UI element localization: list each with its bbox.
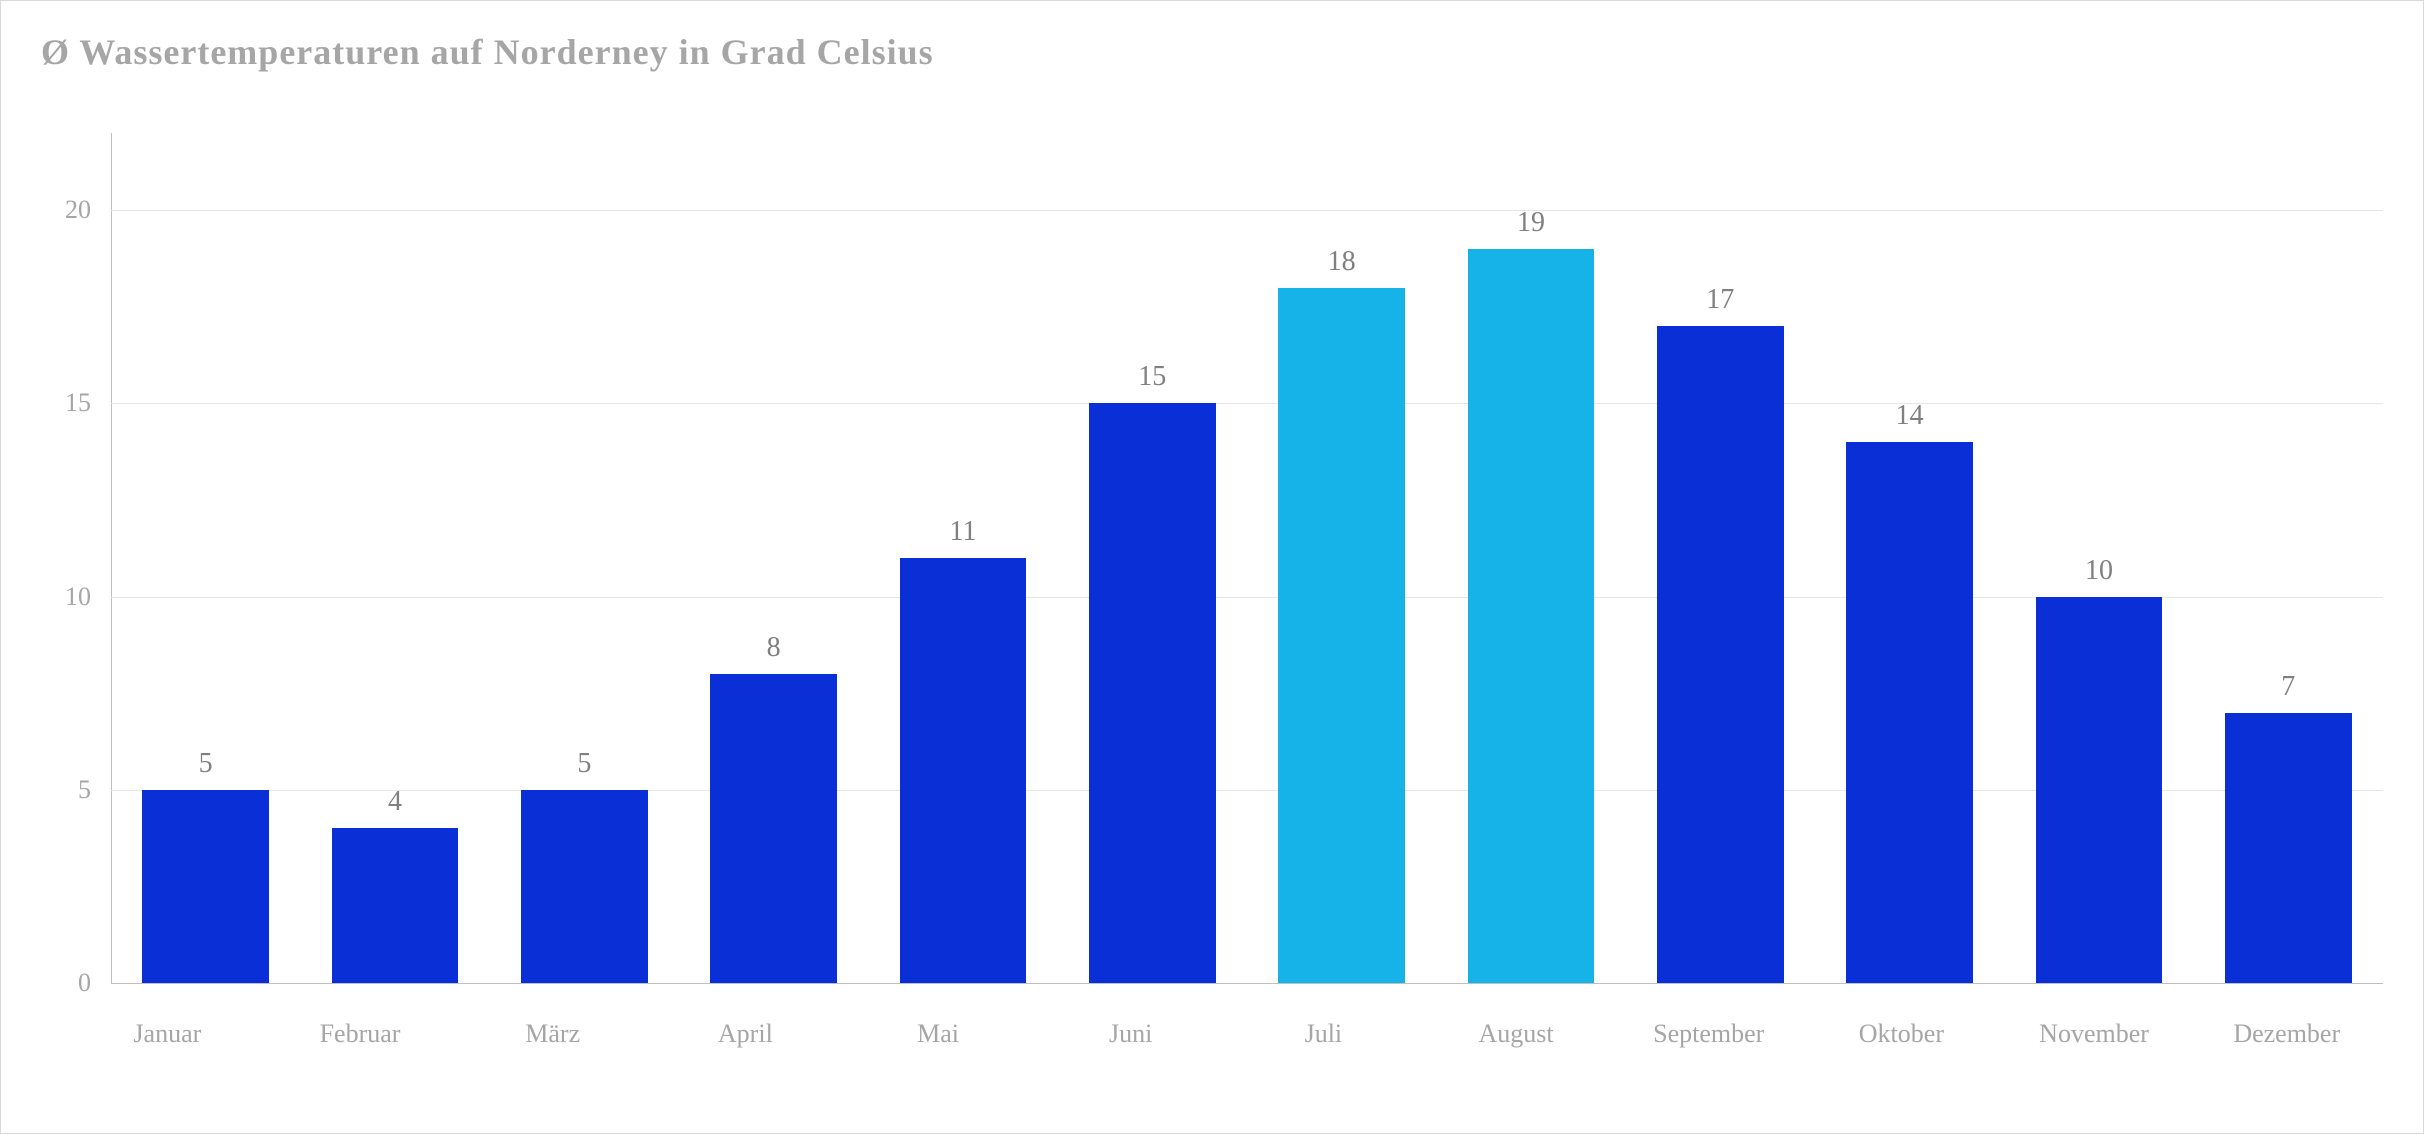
bar-slot: 7 — [2194, 133, 2383, 983]
bar-slot: 11 — [868, 133, 1057, 983]
x-axis-label: Oktober — [1805, 1019, 1998, 1049]
bar — [900, 558, 1027, 983]
bar — [332, 828, 459, 983]
bar-slot: 5 — [490, 133, 679, 983]
bar-value-label: 4 — [388, 786, 402, 818]
bar-value-label: 11 — [949, 516, 976, 548]
x-axis-label: Juni — [1034, 1019, 1227, 1049]
x-axis-label: März — [456, 1019, 649, 1049]
bar-slot: 15 — [1058, 133, 1247, 983]
x-axis-label: April — [649, 1019, 842, 1049]
x-axis-label: Dezember — [2190, 1019, 2383, 1049]
y-axis: 05101520 — [41, 133, 101, 983]
plot-area: 05101520 5458111518191714107 — [111, 133, 2383, 983]
x-axis-label: November — [1998, 1019, 2191, 1049]
chart-title: Ø Wassertemperaturen auf Norderney in Gr… — [41, 31, 2383, 73]
bar-value-label: 18 — [1328, 246, 1356, 278]
x-axis-label: Februar — [264, 1019, 457, 1049]
bar — [1468, 249, 1595, 983]
bar — [1846, 442, 1973, 983]
bar-value-label: 10 — [2085, 555, 2113, 587]
bar-slot: 19 — [1436, 133, 1625, 983]
bar-value-label: 7 — [2281, 671, 2295, 703]
x-axis-label: September — [1612, 1019, 1805, 1049]
bar-slot: 14 — [1815, 133, 2004, 983]
bar — [2225, 713, 2352, 983]
bar-value-label: 14 — [1896, 400, 1924, 432]
bar-value-label: 15 — [1138, 361, 1166, 393]
x-axis-label: Mai — [842, 1019, 1035, 1049]
x-axis-labels: JanuarFebruarMärzAprilMaiJuniJuliAugustS… — [71, 1019, 2383, 1049]
bar — [1278, 288, 1405, 983]
bar-slot: 5 — [111, 133, 300, 983]
x-axis-label: August — [1420, 1019, 1613, 1049]
y-tick-label: 0 — [31, 968, 91, 998]
y-tick-label: 20 — [31, 195, 91, 225]
y-tick-label: 15 — [31, 388, 91, 418]
bar-slot: 17 — [1626, 133, 1815, 983]
baseline — [111, 983, 2383, 984]
x-axis-label: Januar — [71, 1019, 264, 1049]
bar — [710, 674, 837, 983]
bar — [521, 790, 648, 983]
bar-value-label: 17 — [1706, 284, 1734, 316]
bar — [1089, 403, 1216, 983]
x-axis-label: Juli — [1227, 1019, 1420, 1049]
bar-slot: 10 — [2004, 133, 2193, 983]
bar-value-label: 5 — [577, 748, 591, 780]
bar — [2036, 597, 2163, 983]
bar — [1657, 326, 1784, 983]
bar-slot: 4 — [300, 133, 489, 983]
bar-value-label: 8 — [767, 632, 781, 664]
bar-slot: 18 — [1247, 133, 1436, 983]
bar — [142, 790, 269, 983]
bar-slot: 8 — [679, 133, 868, 983]
chart-container: Ø Wassertemperaturen auf Norderney in Gr… — [0, 0, 2424, 1134]
y-tick-label: 5 — [31, 775, 91, 805]
bars-area: 5 4 5 8 11 15 18 19 17 14 10 7 — [111, 133, 2383, 983]
bar-value-label: 5 — [199, 748, 213, 780]
y-tick-label: 10 — [31, 582, 91, 612]
bar-value-label: 19 — [1517, 207, 1545, 239]
